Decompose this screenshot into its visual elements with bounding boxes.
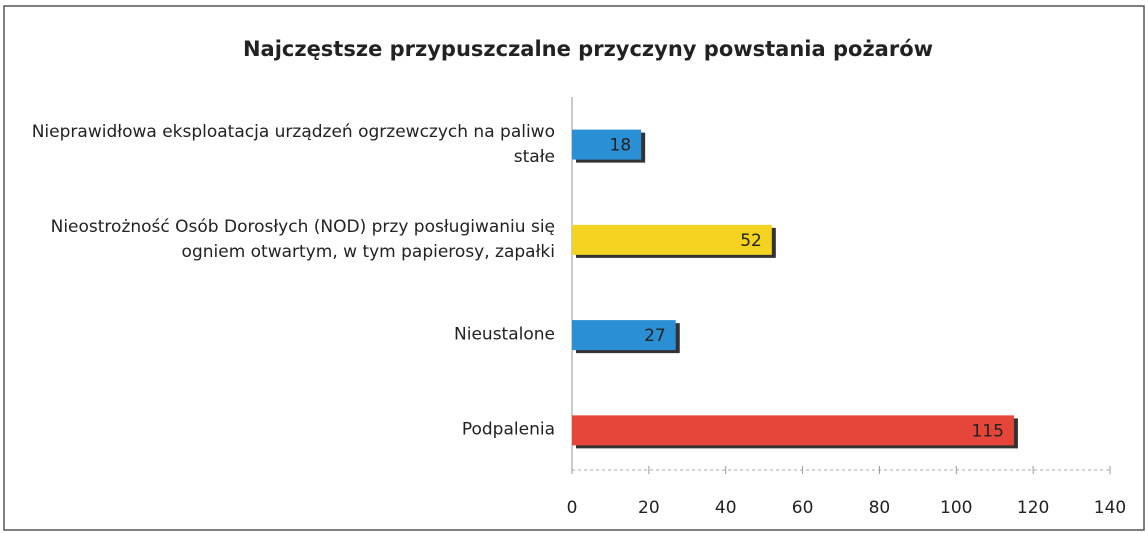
x-tick-label: 100 — [940, 498, 972, 518]
bar — [572, 415, 1014, 446]
y-tick-label: Nieostrożność Osób Dorosłych (NOD) przy … — [50, 216, 555, 262]
chart-title: Najczęstsze przypuszczalne przyczyny pow… — [243, 37, 933, 61]
value-label: 115 — [971, 421, 1003, 441]
y-tick-label: Nieustalone — [454, 324, 555, 345]
value-label: 18 — [610, 136, 632, 156]
value-label: 52 — [740, 231, 762, 251]
x-tick-label: 60 — [792, 498, 814, 518]
bar — [572, 320, 676, 351]
y-tick-label: Podpalenia — [461, 419, 555, 440]
x-tick-label: 120 — [1017, 498, 1049, 518]
bar — [572, 224, 772, 255]
x-tick-label: 80 — [869, 498, 891, 518]
value-label: 27 — [644, 326, 666, 346]
x-tick-label: 0 — [567, 498, 578, 518]
x-tick-label: 40 — [715, 498, 737, 518]
x-tick-label: 140 — [1094, 498, 1126, 518]
bar — [572, 129, 642, 160]
y-tick-label: Nieprawidłowa eksploatacja urządzeń ogrz… — [31, 121, 555, 167]
frame — [3, 5, 1145, 531]
x-tick-label: 20 — [638, 498, 660, 518]
